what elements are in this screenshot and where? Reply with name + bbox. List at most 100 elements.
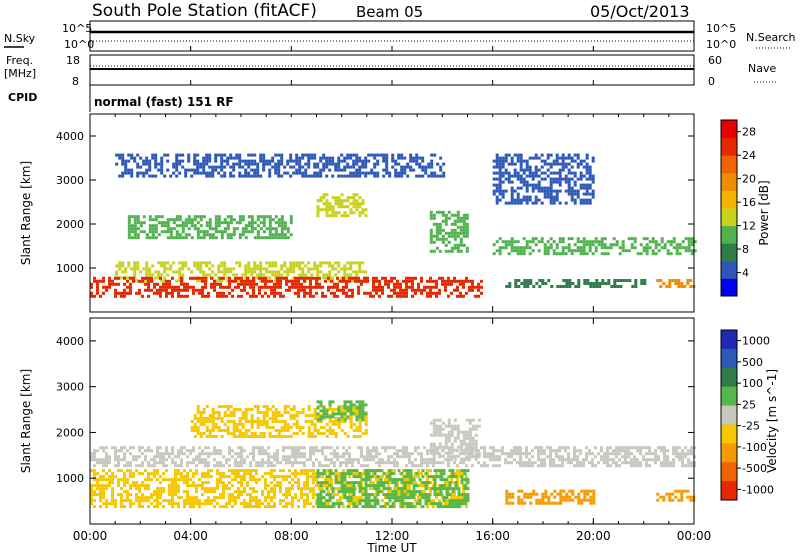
- range-gate-cell: [495, 198, 499, 202]
- range-gate-cell: [321, 475, 324, 479]
- range-gate-cell: [246, 282, 249, 286]
- range-gate-cell: [400, 168, 404, 172]
- range-gate-cell: [277, 224, 281, 228]
- range-gate-cell: [156, 496, 159, 500]
- range-gate-cell: [205, 156, 209, 160]
- range-gate-cell: [312, 493, 315, 497]
- range-gate-cell: [543, 252, 547, 256]
- range-gate-cell: [202, 165, 206, 169]
- range-gate-cell: [331, 196, 335, 200]
- range-gate-cell: [111, 490, 114, 494]
- range-gate-cell: [313, 423, 317, 426]
- range-gate-cell: [306, 472, 309, 476]
- range-gate-cell: [138, 288, 141, 292]
- range-gate-cell: [331, 159, 335, 163]
- range-gate-cell: [405, 449, 408, 453]
- range-gate-cell: [213, 282, 216, 286]
- range-gate-cell: [276, 282, 279, 286]
- range-gate-cell: [276, 461, 279, 465]
- range-gate-cell: [541, 279, 545, 282]
- range-gate-cell: [247, 270, 251, 274]
- range-gate-cell: [429, 445, 433, 449]
- range-gate-cell: [651, 237, 655, 241]
- range-gate-cell: [555, 455, 558, 459]
- range-gate-cell: [228, 458, 231, 462]
- range-gate-cell: [384, 282, 387, 286]
- range-gate-cell: [121, 162, 125, 166]
- range-gate-cell: [289, 159, 293, 163]
- range-gate-cell: [609, 464, 612, 468]
- range-gate-cell: [274, 270, 278, 274]
- range-gate-cell: [255, 461, 258, 465]
- range-gate-cell: [216, 478, 219, 482]
- range-gate-cell: [385, 168, 389, 172]
- range-gate-cell: [277, 159, 281, 163]
- range-gate-cell: [343, 270, 347, 274]
- range-gate-cell: [345, 285, 348, 289]
- range-gate-cell: [274, 429, 278, 432]
- range-gate-cell: [579, 464, 582, 468]
- range-gate-cell: [321, 446, 324, 450]
- range-gate-cell: [126, 496, 129, 500]
- range-gate-cell: [279, 499, 282, 503]
- range-gate-cell: [187, 221, 191, 225]
- range-gate-cell: [409, 153, 413, 157]
- range-gate-cell: [613, 285, 617, 288]
- range-gate-cell: [598, 282, 602, 285]
- range-gate-cell: [426, 291, 429, 295]
- range-gate-cell: [180, 279, 183, 283]
- range-gate-cell: [243, 502, 246, 506]
- range-gate-cell: [645, 452, 648, 456]
- range-gate-cell: [243, 458, 246, 462]
- range-gate-cell: [528, 171, 532, 175]
- range-gate-cell: [193, 218, 197, 222]
- range-gate-cell: [674, 282, 678, 285]
- range-gate-cell: [537, 249, 541, 253]
- range-gate-cell: [126, 469, 129, 473]
- range-gate-cell: [307, 270, 311, 274]
- range-gate-cell: [268, 233, 272, 237]
- range-gate-cell: [462, 282, 465, 286]
- range-gate-cell: [120, 294, 123, 298]
- range-gate-cell: [237, 455, 240, 459]
- range-gate-cell: [252, 469, 255, 473]
- range-gate-cell: [680, 285, 684, 288]
- range-gate-cell: [256, 435, 260, 438]
- range-gate-cell: [381, 285, 384, 289]
- range-gate-cell: [105, 484, 108, 488]
- range-gate-cell: [325, 412, 329, 416]
- range-gate-cell: [510, 449, 513, 453]
- colorbar-swatch: [721, 278, 737, 297]
- range-gate-cell: [111, 481, 114, 485]
- range-gate-cell: [259, 156, 263, 160]
- range-gate-cell: [618, 449, 621, 453]
- range-gate-cell: [576, 455, 579, 459]
- range-gate-cell: [156, 499, 159, 503]
- range-gate-cell: [328, 279, 332, 283]
- range-gate-cell: [283, 236, 287, 240]
- range-gate-cell: [457, 493, 461, 497]
- range-gate-cell: [298, 165, 302, 169]
- range-gate-cell: [291, 452, 294, 456]
- range-gate-cell: [217, 429, 221, 432]
- range-gate-cell: [402, 291, 405, 295]
- range-gate-cell: [168, 478, 171, 482]
- range-gate-cell: [126, 493, 129, 497]
- range-gate-cell: [364, 412, 368, 416]
- range-gate-cell: [561, 249, 565, 253]
- range-gate-cell: [540, 177, 544, 181]
- range-gate-cell: [316, 264, 320, 268]
- range-gate-cell: [627, 452, 630, 456]
- range-gate-cell: [316, 499, 320, 503]
- range-gate-cell: [217, 414, 221, 417]
- range-gate-cell: [498, 189, 502, 193]
- range-gate-cell: [108, 461, 111, 465]
- range-gate-cell: [442, 484, 446, 488]
- range-gate-cell: [222, 472, 225, 476]
- range-gate-cell: [498, 237, 502, 241]
- range-gate-cell: [582, 458, 585, 462]
- range-gate-cell: [237, 294, 240, 298]
- range-gate-cell: [358, 426, 362, 429]
- range-gate-cell: [138, 487, 141, 491]
- range-gate-cell: [265, 227, 269, 231]
